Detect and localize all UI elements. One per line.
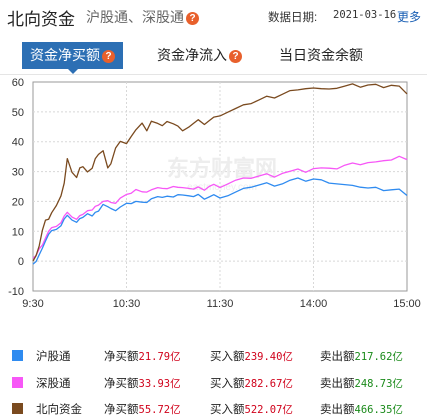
- y-tick-label: -10: [8, 286, 24, 298]
- net-value: 55.72亿: [138, 404, 181, 416]
- buy-label: 买入额: [210, 378, 245, 390]
- buy-value: 282.67亿: [244, 378, 293, 390]
- net-value: 21.79亿: [138, 351, 181, 363]
- x-tick-label: 11:30: [207, 298, 234, 310]
- net-label: 净买额: [104, 404, 139, 416]
- tab-bar: 资金净买额? 资金净流入? 当日资金余额: [0, 38, 427, 75]
- help-icon[interactable]: ?: [229, 50, 242, 63]
- sell-value: 248.73亿: [354, 378, 403, 390]
- sell-value: 217.62亿: [354, 351, 403, 363]
- line-chart: -10 0 10 20 30 40 50 60 9:30 10:30 11:30 14:00 15:00…: [8, 77, 421, 310]
- legend-swatch: [12, 350, 23, 361]
- sell-label: 卖出额: [320, 404, 355, 416]
- watermark-subtext: eastmoney.com: [187, 182, 257, 193]
- legend-name: 北向资金: [36, 404, 82, 416]
- subtitle-text: 沪股通、深股通: [86, 9, 184, 25]
- help-icon[interactable]: ?: [102, 50, 115, 63]
- buy-cell: 买入额522.07亿: [210, 401, 293, 417]
- series-line-0: [32, 177, 408, 265]
- help-icon[interactable]: ?: [186, 12, 199, 25]
- buy-value: 522.07亿: [244, 404, 293, 416]
- y-tick-label: 20: [12, 196, 24, 208]
- buy-value: 239.40亿: [244, 351, 293, 363]
- buy-label: 买入额: [210, 404, 245, 416]
- y-tick-label: 50: [12, 107, 24, 119]
- series-line-2: [32, 83, 408, 262]
- y-tick-label: 60: [12, 77, 24, 89]
- legend-row-sz: 深股通 净买额33.93亿 买入额282.67亿 卖出额248.73亿: [0, 369, 427, 395]
- legend-row-north: 北向资金 净买额55.72亿 买入额522.07亿 卖出额466.35亿: [0, 395, 427, 420]
- header: 北向资金 沪股通、深股通? 数据日期: 2021-03-16 更多: [0, 0, 427, 32]
- series-line-1: [32, 155, 408, 259]
- sell-label: 卖出额: [320, 351, 355, 363]
- watermark-text: 东方财富网: [167, 156, 277, 182]
- y-tick-label: 10: [12, 226, 24, 238]
- sell-cell: 卖出额466.35亿: [320, 401, 403, 417]
- net-label: 净买额: [104, 351, 139, 363]
- buy-label: 买入额: [210, 351, 245, 363]
- sell-cell: 卖出额248.73亿: [320, 375, 403, 391]
- net-cell: 净买额21.79亿: [104, 348, 181, 364]
- buy-cell: 买入额282.67亿: [210, 375, 293, 391]
- y-tick-label: 40: [12, 137, 24, 149]
- x-tick-label: 10:30: [113, 298, 141, 310]
- tab-label: 当日资金余额: [279, 47, 363, 63]
- date-value: 2021-03-16: [333, 9, 397, 21]
- legend-name: 沪股通: [36, 351, 71, 363]
- more-link[interactable]: 更多: [397, 10, 422, 24]
- legend-swatch: [12, 403, 23, 414]
- legend-row-sh: 沪股通 净买额21.79亿 买入额239.40亿 卖出额217.62亿: [0, 342, 427, 368]
- x-tick-label: 9:30: [22, 298, 43, 310]
- date-label: 数据日期:: [268, 12, 318, 24]
- legend-name: 深股通: [36, 378, 71, 390]
- x-tick-label: 14:00: [300, 298, 328, 310]
- y-tick-label: 0: [18, 256, 24, 268]
- tab-net-inflow[interactable]: 资金净流入?: [157, 42, 242, 69]
- tab-label: 资金净买额: [30, 47, 100, 63]
- page-title: 北向资金: [7, 10, 75, 29]
- tab-net-buy[interactable]: 资金净买额?: [22, 42, 123, 74]
- buy-cell: 买入额239.40亿: [210, 348, 293, 364]
- legend-swatch: [12, 377, 23, 388]
- sell-value: 466.35亿: [354, 404, 403, 416]
- net-value: 33.93亿: [138, 378, 181, 390]
- sell-cell: 卖出额217.62亿: [320, 348, 403, 364]
- y-tick-label: 30: [12, 167, 24, 179]
- tab-daily-balance[interactable]: 当日资金余额: [279, 42, 363, 69]
- net-cell: 净买额33.93亿: [104, 375, 181, 391]
- tab-divider: [0, 74, 427, 75]
- net-label: 净买额: [104, 378, 139, 390]
- net-cell: 净买额55.72亿: [104, 401, 181, 417]
- x-tick-label: 15:00: [393, 298, 421, 310]
- page-subtitle: 沪股通、深股通?: [86, 7, 199, 27]
- sell-label: 卖出额: [320, 378, 355, 390]
- tab-label: 资金净流入: [157, 47, 227, 63]
